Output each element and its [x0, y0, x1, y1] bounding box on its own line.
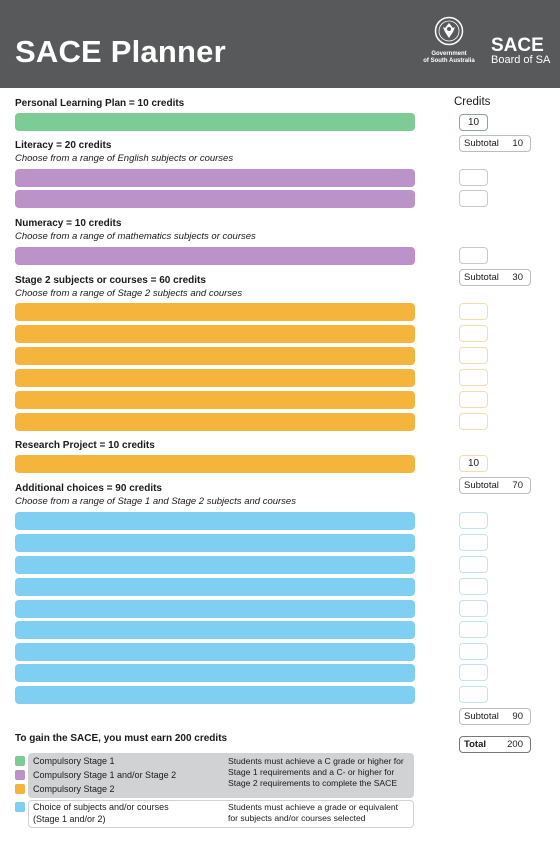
subtotal-box-3: Subtotal 70: [459, 477, 531, 494]
stage2-credit-box[interactable]: [459, 391, 488, 408]
additional-subject-bar[interactable]: [15, 600, 415, 618]
sace-requirement-text: To gain the SACE, you must earn 200 cred…: [15, 733, 228, 744]
additional-title: Additional choices = 90 credits: [15, 483, 162, 494]
additional-subject-bar[interactable]: [15, 643, 415, 661]
additional-credit-box[interactable]: [459, 534, 488, 551]
additional-credit-box[interactable]: [459, 600, 488, 617]
additional-subject-bar[interactable]: [15, 556, 415, 574]
plp-subject-bar[interactable]: [15, 113, 415, 131]
legend-compulsory-panel: [28, 753, 414, 798]
additional-subtitle: Choose from a range of Stage 1 and Stage…: [15, 496, 296, 507]
stage2-subtitle: Choose from a range of Stage 2 subjects …: [15, 288, 243, 299]
legend-label: Compulsory Stage 1 and/or Stage 2: [33, 770, 177, 780]
sace-board-label: Board of SA: [491, 54, 551, 66]
gov-line1: Government: [431, 51, 467, 57]
note-line: Stage 1 requirements and a C- or higher …: [228, 767, 395, 777]
stage2-credit-box[interactable]: [459, 347, 488, 364]
literacy-subject-bar[interactable]: [15, 169, 415, 187]
total-label: Total: [464, 739, 486, 750]
stage2-subject-bar[interactable]: [15, 369, 415, 387]
plp-title: Personal Learning Plan = 10 credits: [15, 98, 185, 109]
plp-credit-box[interactable]: 10: [459, 114, 488, 131]
note-line: Students must achieve a grade or equival…: [228, 802, 399, 812]
subtotal-value: 90: [512, 711, 523, 722]
numeracy-subtitle: Choose from a range of mathematics subje…: [15, 231, 256, 242]
research-title: Research Project = 10 credits: [15, 440, 155, 451]
stage2-subject-bar[interactable]: [15, 391, 415, 409]
legend-label: Compulsory Stage 2: [33, 784, 115, 794]
additional-subject-bar[interactable]: [15, 664, 415, 682]
subtotal-value: 10: [512, 138, 523, 149]
stage2-credit-box[interactable]: [459, 413, 488, 430]
legend-swatch-compulsory-stage1: [15, 756, 25, 766]
subtotal-label: Subtotal: [464, 138, 499, 149]
legend-label-line2: (Stage 1 and/or 2): [33, 814, 106, 824]
additional-credit-box[interactable]: [459, 686, 488, 703]
subtotal-label: Subtotal: [464, 711, 499, 722]
subtotal-value: 70: [512, 480, 523, 491]
stage2-subject-bar[interactable]: [15, 303, 415, 321]
stage2-credit-box[interactable]: [459, 369, 488, 386]
compulsory-grade-note: Students must achieve a C grade or highe…: [228, 756, 414, 789]
note-line: for subjects and/or courses selected: [228, 813, 366, 823]
government-wordmark: Government of South Australia: [414, 51, 484, 65]
literacy-subtitle: Choose from a range of English subjects …: [15, 153, 234, 164]
additional-subject-bar[interactable]: [15, 621, 415, 639]
stage2-title: Stage 2 subjects or courses = 60 credits: [15, 275, 206, 286]
legend-label: Choice of subjects and/or courses: [33, 802, 169, 812]
legend-label: Compulsory Stage 1: [33, 756, 115, 766]
total-value: 200: [507, 739, 523, 750]
government-crest-icon: [434, 16, 464, 46]
additional-subject-bar[interactable]: [15, 512, 415, 530]
legend-swatch-compulsory-stage2: [15, 784, 25, 794]
subtotal-box-4: Subtotal 90: [459, 708, 531, 725]
research-credit-box[interactable]: 10: [459, 455, 488, 472]
literacy-credit-box[interactable]: [459, 190, 488, 207]
numeracy-subject-bar[interactable]: [15, 247, 415, 265]
additional-subject-bar[interactable]: [15, 578, 415, 596]
subtotal-label: Subtotal: [464, 272, 499, 283]
stage2-subject-bar[interactable]: [15, 413, 415, 431]
sace-logo: SACE: [491, 35, 544, 56]
additional-credit-box[interactable]: [459, 578, 488, 595]
subtotal-label: Subtotal: [464, 480, 499, 491]
subtotal-box-2: Subtotal 30: [459, 269, 531, 286]
additional-credit-box[interactable]: [459, 556, 488, 573]
literacy-credit-box[interactable]: [459, 169, 488, 186]
stage2-subject-bar[interactable]: [15, 347, 415, 365]
note-line: Stage 2 requirements to complete the SAC…: [228, 778, 398, 788]
literacy-subject-bar[interactable]: [15, 190, 415, 208]
additional-credit-box[interactable]: [459, 512, 488, 529]
additional-credit-box[interactable]: [459, 643, 488, 660]
note-line: Students must achieve a C grade or highe…: [228, 756, 404, 766]
additional-subject-bar[interactable]: [15, 686, 415, 704]
legend-swatch-compulsory-stage1-or-2: [15, 770, 25, 780]
legend-swatch-choice: [15, 802, 25, 812]
page-title: SACE Planner: [15, 34, 226, 69]
subtotal-box-1: Subtotal 10: [459, 135, 531, 152]
credits-heading: Credits: [454, 96, 491, 108]
numeracy-credit-box[interactable]: [459, 247, 488, 264]
stage2-credit-box[interactable]: [459, 325, 488, 342]
research-subject-bar[interactable]: [15, 455, 415, 473]
gov-line2: of South Australia: [423, 58, 475, 64]
additional-credit-box[interactable]: [459, 664, 488, 681]
stage2-credit-box[interactable]: [459, 303, 488, 320]
total-box: Total 200: [459, 736, 531, 753]
additional-subject-bar[interactable]: [15, 534, 415, 552]
legend-choice-panel: [28, 800, 414, 828]
literacy-title: Literacy = 20 credits: [15, 140, 112, 151]
stage2-subject-bar[interactable]: [15, 325, 415, 343]
choice-grade-note: Students must achieve a grade or equival…: [228, 802, 414, 824]
header-banner: SACE Planner Government of South Austral…: [0, 0, 560, 88]
numeracy-title: Numeracy = 10 credits: [15, 218, 122, 229]
subtotal-value: 30: [512, 272, 523, 283]
additional-credit-box[interactable]: [459, 621, 488, 638]
